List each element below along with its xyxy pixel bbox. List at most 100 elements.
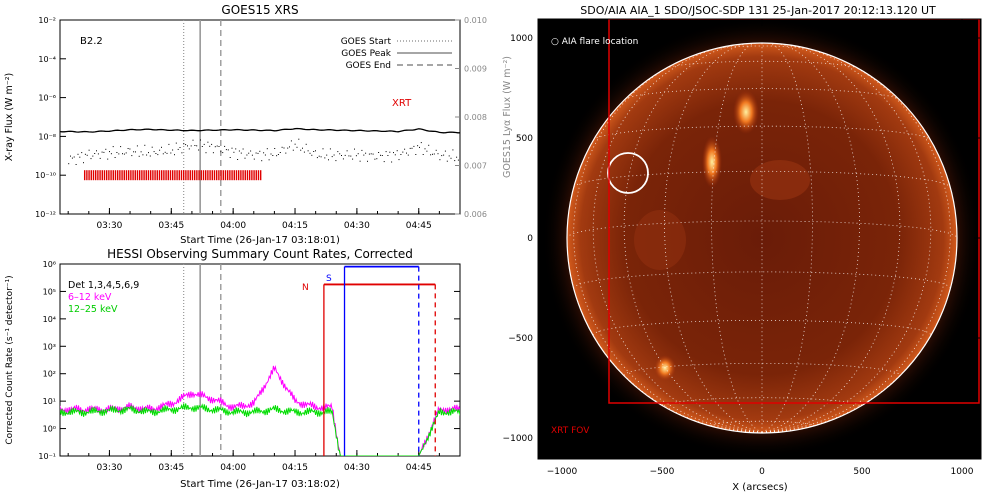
aia-y-tick-label: 500 (516, 134, 533, 144)
goes-low-point (391, 161, 393, 163)
goes-low-point (166, 152, 168, 154)
goes-high-channel-line (60, 127, 460, 134)
goes-low-point (381, 155, 383, 156)
goes-low-point (328, 159, 329, 161)
solar-disk (567, 43, 957, 433)
goes-low-point (120, 146, 122, 148)
goes-low-point (339, 153, 341, 155)
hessi-y-axis-label: Corrected Count Rate (s⁻¹ detector⁻¹) (5, 275, 15, 444)
goes-low-point (270, 153, 272, 155)
aia-x-axis-label: X (arcsecs) (732, 482, 788, 493)
goes-event-lines (183, 20, 222, 214)
goes-low-point (201, 146, 203, 147)
goes-low-point (116, 152, 118, 153)
goes-low-point (109, 151, 110, 153)
goes-y-tick-right-label: 0.006 (464, 210, 487, 219)
goes-class-label: B2.2 (80, 36, 103, 47)
goes-low-point (107, 158, 109, 160)
goes-low-point (222, 152, 224, 154)
goes-low-point (352, 158, 354, 160)
goes-low-point (324, 157, 326, 159)
active-region-east (634, 210, 686, 270)
goes-low-point (396, 150, 398, 152)
goes-low-point (187, 145, 188, 147)
goes-low-point (305, 143, 307, 145)
goes-low-point (177, 148, 179, 150)
goes-low-point (216, 145, 218, 147)
aia-x-tick-label: 1000 (951, 467, 974, 477)
goes-low-point (185, 144, 187, 146)
goes-low-point (227, 149, 229, 151)
flare-location-marker (607, 152, 649, 194)
goes-y-tick-label: 10⁻¹² (35, 210, 56, 219)
goes-low-point (359, 160, 361, 162)
hessi-y-tick-label: 10⁵ (43, 287, 56, 296)
goes-x-tick-label: 04:45 (406, 221, 432, 231)
goes-low-point (279, 152, 281, 153)
goes-low-point (433, 153, 435, 155)
goes-low-point (179, 147, 181, 148)
goes-low-point (149, 155, 151, 157)
goes-x-tick-label: 04:30 (344, 221, 370, 231)
goes-low-point (129, 148, 131, 150)
goes-low-point (420, 142, 422, 144)
goes-low-point (90, 158, 92, 160)
grid-longitude-line (711, 43, 763, 433)
goes-low-point (196, 145, 198, 147)
goes-y-tick-right-label: 0.010 (464, 16, 487, 25)
active-region-center (750, 160, 810, 200)
goes-low-point (457, 159, 459, 161)
goes-low-point (257, 152, 259, 154)
goes-low-point (348, 155, 350, 157)
goes-low-point (103, 151, 105, 153)
goes-low-point (290, 140, 292, 142)
goes-low-point (136, 145, 138, 147)
hessi-x-tick-label: 04:00 (220, 463, 246, 473)
goes-low-point (253, 158, 255, 160)
goes-low-point (307, 150, 309, 152)
goes-low-point (105, 148, 107, 150)
goes-low-point (296, 146, 298, 148)
aia-y-tick-label: −500 (508, 334, 533, 344)
aia-y-tick-label: 1000 (510, 34, 533, 44)
goes-low-point (212, 152, 214, 154)
goes-low-point (248, 152, 250, 154)
goes-low-point (92, 155, 94, 157)
goes-low-point (268, 159, 270, 161)
hessi-y-tick-label: 10⁶ (43, 260, 56, 269)
goes-low-point (383, 161, 385, 163)
goes-low-point (424, 148, 426, 150)
hessi-x-tick-label: 04:15 (282, 463, 308, 473)
goes-x-ticks: 03:30 03:45 04:00 04:15 04:30 04:45 (67, 208, 461, 231)
goes-low-point (131, 155, 133, 157)
goes-low-point (387, 155, 389, 156)
goes-low-point (96, 150, 97, 152)
goes-low-point (155, 153, 157, 154)
aia-plot-frame (537, 18, 982, 460)
goes-y-tick-label: 10⁻² (38, 16, 56, 25)
goes-low-point (292, 149, 294, 151)
goes-low-point (133, 151, 135, 153)
goes-low-point (285, 152, 287, 154)
goes-low-point (151, 146, 153, 148)
goes-low-point (68, 163, 70, 165)
goes-low-point (140, 151, 142, 153)
grid-latitude-line (624, 88, 900, 100)
goes-y-tick-label: 10⁻⁸ (38, 132, 56, 141)
goes-low-point (127, 148, 129, 149)
goes-low-point (439, 159, 441, 161)
goes-low-point (313, 151, 315, 152)
goes-low-point (402, 151, 404, 153)
xrt-coverage-bar (83, 170, 262, 181)
hessi-x-axis-label: Start Time (26-Jan-17 03:18:02) (180, 479, 340, 490)
goes-low-point (209, 145, 211, 147)
goes-low-point (357, 153, 359, 155)
goes-low-point (372, 153, 374, 155)
goes-low-point (225, 149, 227, 151)
goes-low-point (192, 139, 194, 141)
goes-low-point (170, 152, 172, 154)
goes-low-point (71, 157, 73, 159)
goes-low-point (435, 149, 437, 151)
goes-x-tick-label: 04:00 (220, 221, 246, 231)
goes-low-point (235, 148, 237, 150)
